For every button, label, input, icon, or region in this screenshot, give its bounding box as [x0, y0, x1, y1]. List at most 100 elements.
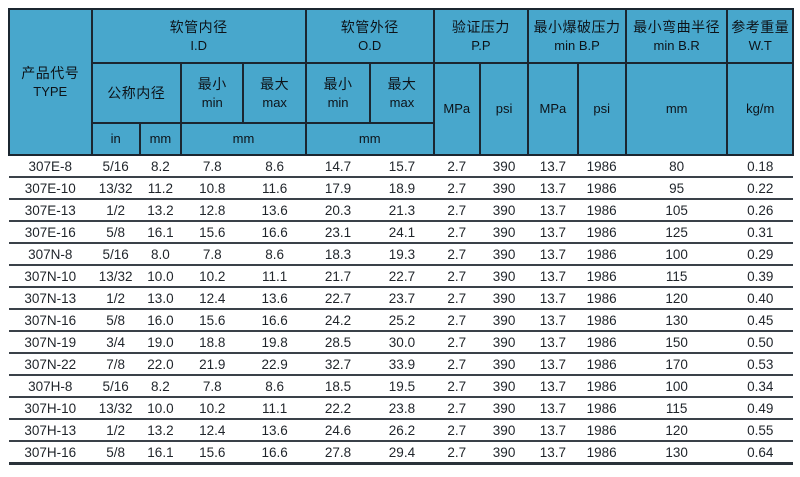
cell-pp-psi: 390 — [479, 441, 529, 465]
table-row: 307H-10 13/32 10.0 10.2 11.1 22.2 23.8 2.7 390 13… — [9, 397, 793, 420]
cell-type: 307E-16 — [9, 221, 92, 244]
cell-bp-psi: 1986 — [577, 353, 626, 376]
cell-id-min: 15.6 — [181, 221, 244, 244]
cell-id-min: 15.6 — [181, 441, 244, 465]
cell-bp-mpa: 13.7 — [528, 397, 578, 420]
cell-pp-mpa: 2.7 — [433, 155, 480, 178]
cell-nominal-in: 5/8 — [91, 221, 140, 244]
header-weight-en: W.T — [748, 37, 772, 53]
header-br-unit-mm: mm — [624, 62, 729, 156]
cell-bp-mpa: 13.7 — [528, 331, 578, 354]
cell-nominal-mm: 8.2 — [139, 375, 182, 398]
bp-psi-unit-label: psi — [593, 101, 610, 117]
cell-pp-psi: 390 — [479, 397, 529, 420]
cell-pp-mpa: 2.7 — [433, 419, 480, 442]
cell-wt-kgm: 0.29 — [727, 243, 793, 266]
cell-wt-kgm: 0.45 — [727, 309, 793, 332]
cell-od-min: 27.8 — [305, 441, 371, 465]
header-id-max-zh: 最大 — [260, 75, 290, 92]
header-id-min-en: min — [201, 94, 223, 110]
cell-br-mm: 80 — [625, 155, 728, 178]
cell-od-min: 21.7 — [305, 265, 371, 288]
cell-id-max: 22.9 — [243, 353, 306, 376]
header-weight-zh: 参考重量 — [731, 18, 790, 35]
header-od-max: 最大 max — [369, 62, 435, 124]
cell-bp-mpa: 13.7 — [528, 199, 578, 222]
cell-bp-psi: 1986 — [577, 177, 626, 200]
pp-mpa-unit-label: MPa — [443, 101, 471, 117]
cell-pp-mpa: 2.7 — [433, 397, 480, 420]
table-row: 307E-8 5/16 8.2 7.8 8.6 14.7 15.7 2.7 390 13.7 198… — [9, 155, 793, 178]
cell-wt-kgm: 0.40 — [727, 287, 793, 310]
cell-pp-psi: 390 — [479, 419, 529, 442]
cell-id-min: 7.8 — [181, 375, 244, 398]
cell-id-max: 8.6 — [243, 375, 306, 398]
cell-pp-mpa: 2.7 — [433, 331, 480, 354]
cell-nominal-mm: 10.0 — [139, 397, 182, 420]
table-row: 307N-13 1/2 13.0 12.4 13.6 22.7 23.7 2.7 390 13.7… — [9, 287, 793, 310]
cell-pp-mpa: 2.7 — [433, 353, 480, 376]
table-row: 307N-22 7/8 22.0 21.9 22.9 32.7 33.9 2.7 390 13.7… — [9, 353, 793, 376]
table-row: 307E-13 1/2 13.2 12.8 13.6 20.3 21.3 2.7 390 13.7… — [9, 199, 793, 222]
cell-id-max: 19.8 — [243, 331, 306, 354]
header-nominal-unit-in: in — [90, 122, 141, 156]
cell-nominal-mm: 16.1 — [139, 441, 182, 465]
header-bend-radius: 最小弯曲半径 min B.R — [624, 8, 729, 64]
cell-nominal-in: 7/8 — [91, 353, 140, 376]
br-mm-unit-label: mm — [665, 101, 688, 117]
cell-pp-psi: 390 — [479, 309, 529, 332]
header-id-max: 最大 max — [242, 62, 307, 124]
cell-pp-mpa: 2.7 — [433, 375, 480, 398]
header-inner-diameter: 软管内径 I.D — [90, 8, 307, 64]
header-id-max-en: max — [262, 94, 287, 110]
header-od-min-en: min — [327, 94, 349, 110]
cell-id-min: 10.2 — [181, 265, 244, 288]
cell-type: 307H-10 — [9, 397, 92, 420]
table-header: 产品代号 TYPE 软管内径 I.D 软管外径 O.D 验证压力 P.P — [8, 8, 794, 156]
cell-wt-kgm: 0.39 — [727, 265, 793, 288]
cell-id-max: 11.6 — [243, 177, 306, 200]
cell-wt-kgm: 0.26 — [727, 199, 793, 222]
pp-psi-unit-label: psi — [495, 101, 513, 117]
cell-od-max: 15.7 — [370, 155, 434, 178]
cell-id-min: 15.6 — [181, 309, 244, 332]
cell-id-min: 12.4 — [181, 287, 244, 310]
cell-od-min: 24.2 — [305, 309, 371, 332]
cell-nominal-mm: 16.1 — [139, 221, 182, 244]
cell-od-max: 23.7 — [370, 287, 434, 310]
cell-br-mm: 105 — [625, 199, 728, 222]
cell-od-min: 28.5 — [305, 331, 371, 354]
cell-pp-psi: 390 — [479, 375, 529, 398]
cell-nominal-in: 1/2 — [91, 419, 140, 442]
cell-nominal-in: 13/32 — [91, 177, 140, 200]
cell-wt-kgm: 0.34 — [727, 375, 793, 398]
cell-id-max: 13.6 — [243, 419, 306, 442]
cell-type: 307N-16 — [9, 309, 92, 332]
cell-id-max: 16.6 — [243, 221, 306, 244]
header-od-min-zh: 最小 — [323, 75, 353, 92]
header-burst-pressure-en: min B.P — [554, 37, 600, 53]
cell-od-min: 17.9 — [305, 177, 371, 200]
cell-od-max: 18.9 — [370, 177, 434, 200]
cell-bp-psi: 1986 — [577, 155, 626, 178]
header-outer-diameter: 软管外径 O.D — [304, 8, 435, 64]
cell-od-max: 22.7 — [370, 265, 434, 288]
cell-bp-mpa: 13.7 — [528, 221, 578, 244]
cell-od-max: 33.9 — [370, 353, 434, 376]
header-id-unit-mm: mm — [180, 122, 307, 156]
cell-od-max: 21.3 — [370, 199, 434, 222]
cell-nominal-mm: 16.0 — [139, 309, 182, 332]
cell-wt-kgm: 0.53 — [727, 353, 793, 376]
cell-type: 307N-22 — [9, 353, 92, 376]
cell-bp-mpa: 13.7 — [528, 441, 578, 465]
header-bend-radius-zh: 最小弯曲半径 — [633, 18, 721, 35]
cell-pp-mpa: 2.7 — [433, 441, 480, 465]
cell-od-max: 19.3 — [370, 243, 434, 266]
cell-nominal-in: 5/16 — [91, 375, 140, 398]
cell-od-min: 32.7 — [305, 353, 371, 376]
cell-nominal-in: 13/32 — [91, 397, 140, 420]
cell-br-mm: 125 — [625, 221, 728, 244]
cell-pp-mpa: 2.7 — [433, 309, 480, 332]
table-row: 307N-8 5/16 8.0 7.8 8.6 18.3 19.3 2.7 390 13.7 198… — [9, 243, 793, 266]
